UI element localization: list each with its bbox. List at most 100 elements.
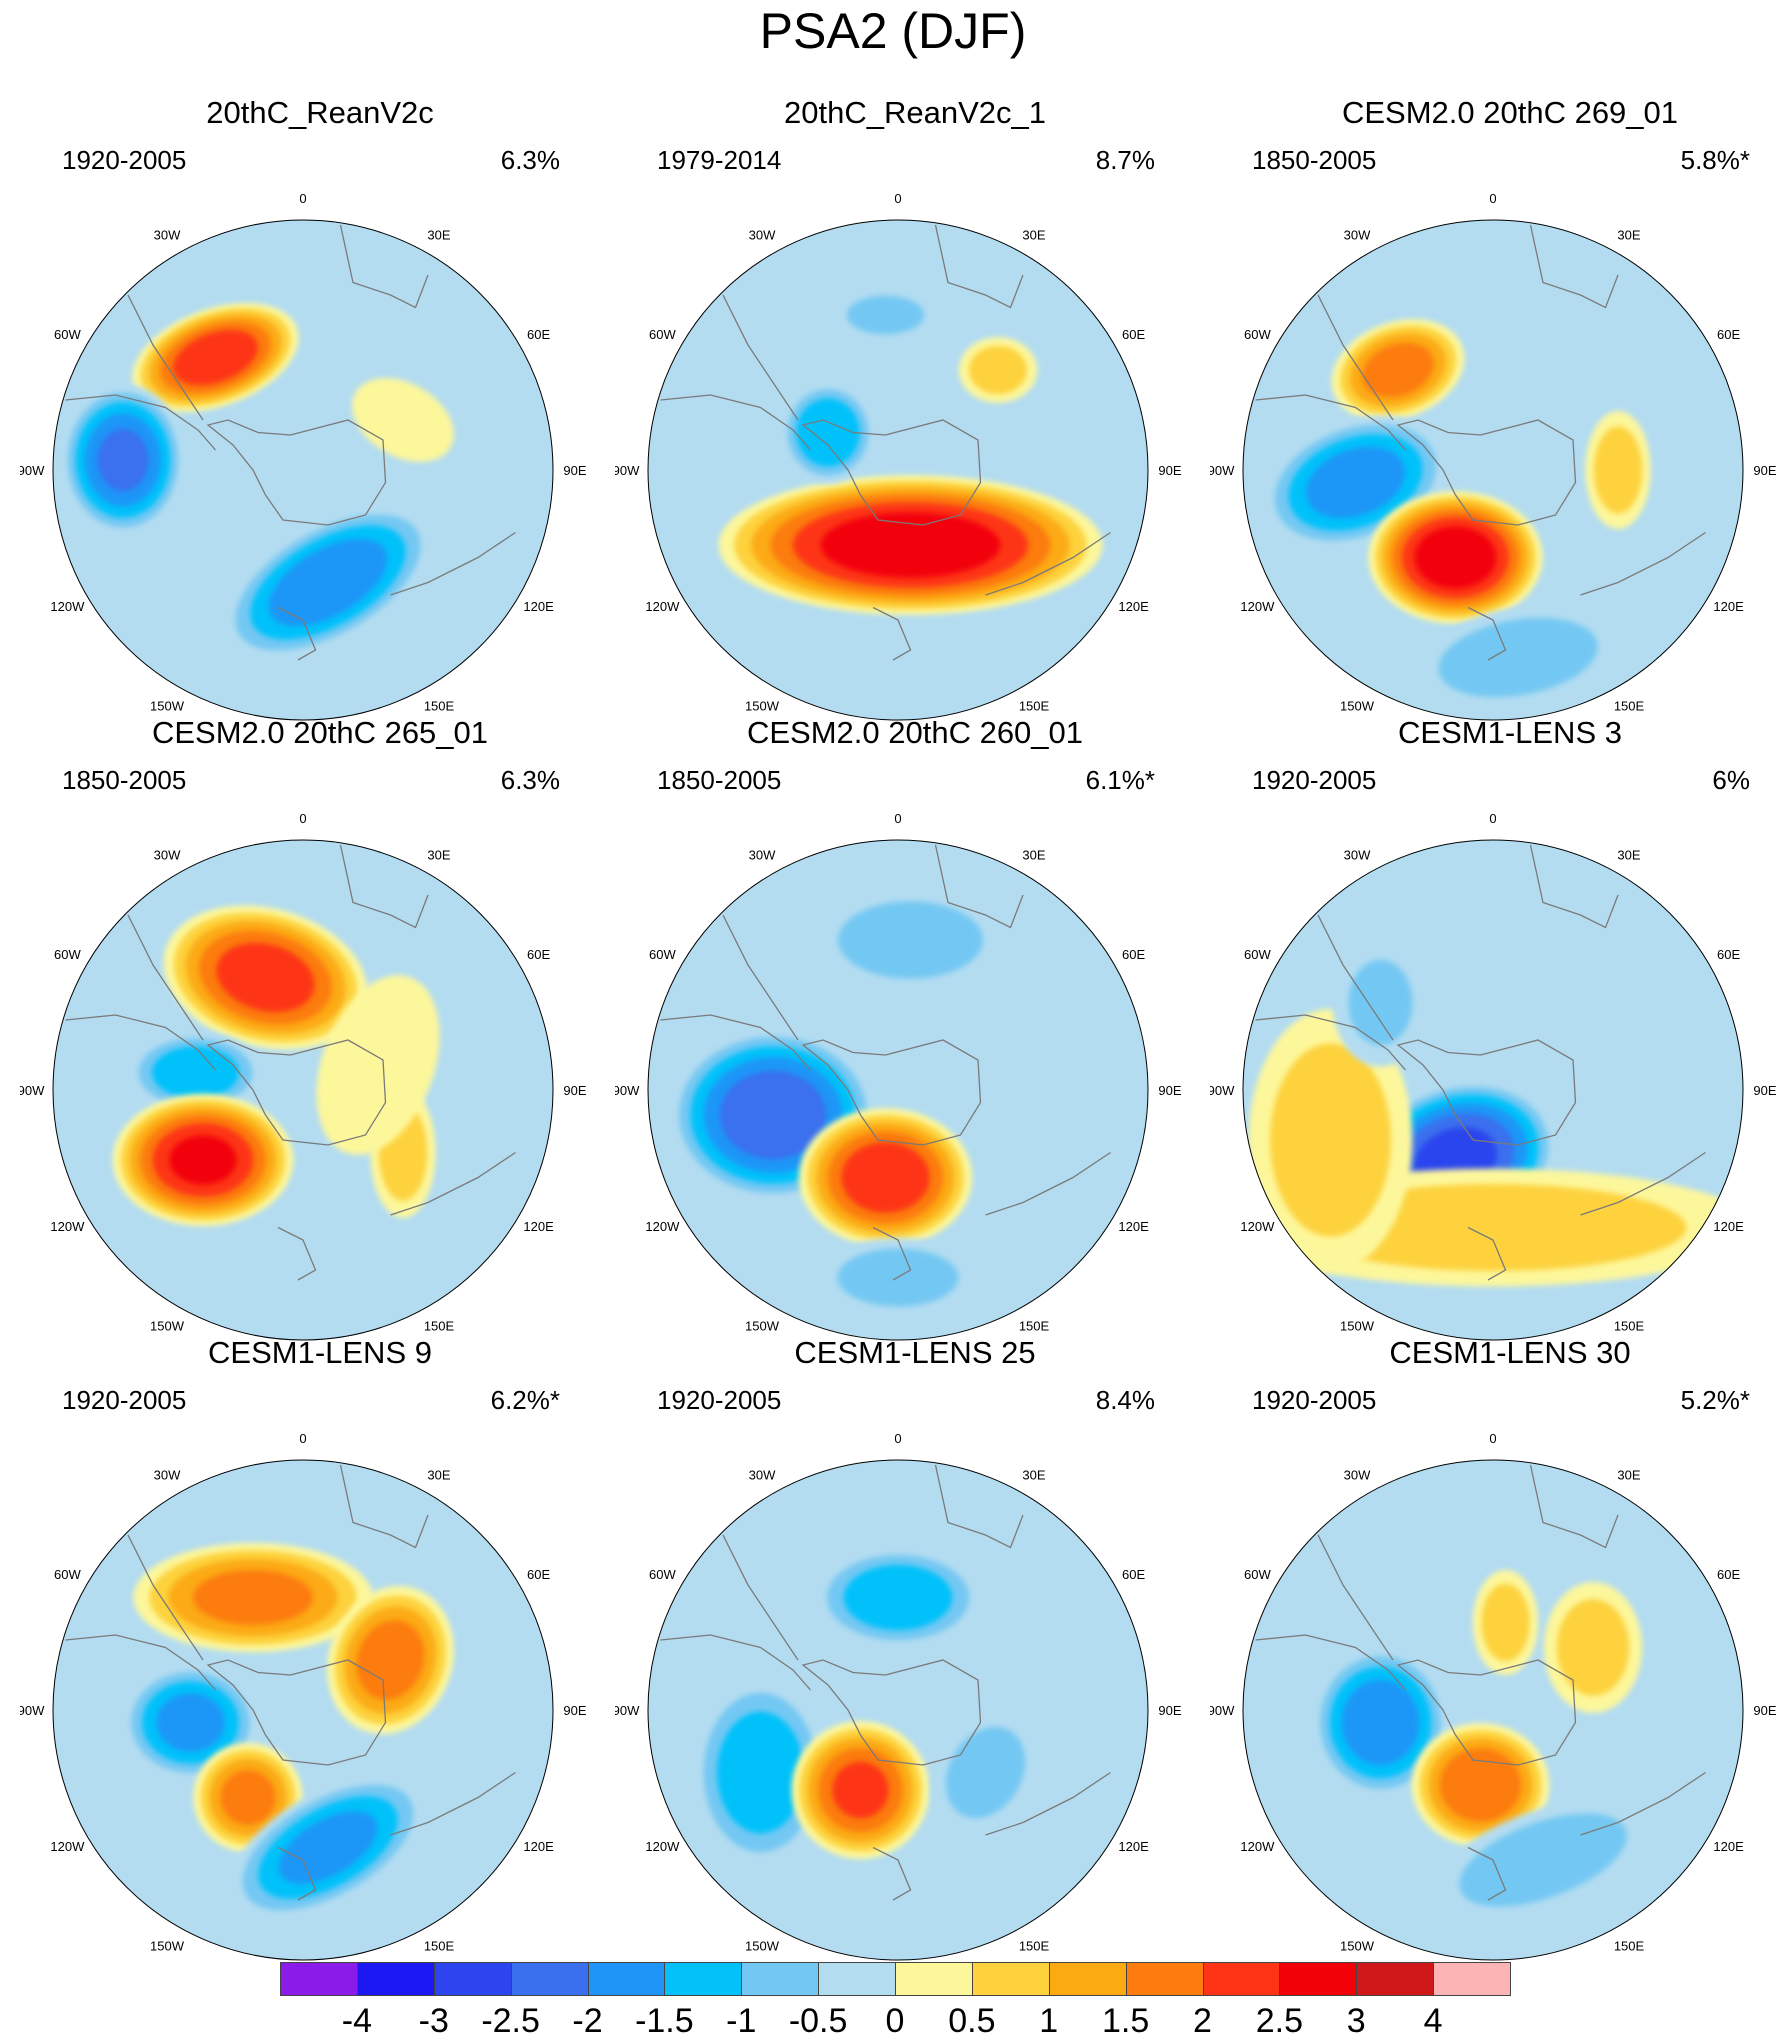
longitude-label: 150W xyxy=(745,1319,780,1334)
coastline xyxy=(206,1039,387,1146)
map-boundary xyxy=(1242,839,1744,1341)
panel-title: 20thC_ReanV2c xyxy=(206,95,434,130)
colorbar-tick-label: -1 xyxy=(726,2002,757,2040)
map-boundary xyxy=(52,1459,554,1961)
longitude-label: 90E xyxy=(1158,1083,1181,1098)
contour-fill xyxy=(152,1046,239,1099)
contour-fill xyxy=(843,1564,953,1631)
coastline xyxy=(1317,914,1394,1041)
colorbar-swatch xyxy=(664,1962,743,1996)
polar-map: 030E60E90E120E150E180150W120W90W60W30W xyxy=(1210,811,1777,1341)
colorbar-swatch xyxy=(1125,1962,1204,1996)
colorbar-swatch xyxy=(587,1962,666,1996)
longitude-label: 150E xyxy=(1019,1939,1050,1954)
longitude-label: 0 xyxy=(894,1431,901,1446)
longitude-label: 90W xyxy=(1210,1083,1235,1098)
colorbar-tick-label: -4 xyxy=(341,2002,372,2040)
longitude-label: 120E xyxy=(523,599,554,614)
coastline xyxy=(339,844,429,929)
longitude-label: 60W xyxy=(1244,327,1271,342)
colorbar-tick-label: 2 xyxy=(1193,2002,1212,2040)
longitude-label: 60E xyxy=(1122,327,1145,342)
longitude-label: 120W xyxy=(1240,1839,1275,1854)
coastline xyxy=(127,1534,204,1661)
panel-period: 1920-2005 xyxy=(62,1385,187,1415)
longitude-label: 150W xyxy=(150,699,185,714)
longitude-label: 60E xyxy=(527,1567,550,1582)
map-panel: CESM2.0 20thC 260_01 1850-2005 6.1%* 0 30E 60… xyxy=(615,715,1215,1355)
panel-period: 1850-2005 xyxy=(657,765,782,795)
colorbar-tick-label: -2 xyxy=(572,2002,603,2040)
longitude-label: 150E xyxy=(424,1319,455,1334)
longitude-label: 90E xyxy=(1753,1083,1776,1098)
coastline xyxy=(277,1846,317,1901)
map-panel: CESM1-LENS 9 1920-2005 6.2%* 0 30E 60E 90E 120E… xyxy=(20,1335,620,1975)
field-background xyxy=(648,840,1148,1340)
longitude-label: 120E xyxy=(1118,599,1149,614)
contour-fill xyxy=(1306,446,1405,519)
contour-fill xyxy=(278,1811,378,1884)
longitude-label: 60W xyxy=(649,947,676,962)
contour-fill xyxy=(1439,1748,1522,1822)
longitude-label: 150W xyxy=(745,699,780,714)
coastline xyxy=(722,914,799,1041)
coastline xyxy=(1580,1151,1706,1216)
longitude-label: 0 xyxy=(1489,191,1496,206)
contour-fill xyxy=(352,378,454,462)
contour-fill xyxy=(1341,1679,1420,1766)
contour-fill xyxy=(1348,959,1413,1046)
longitude-label: 60E xyxy=(1122,1567,1145,1582)
longitude-label: 90W xyxy=(20,1083,45,1098)
longitude-label: 60W xyxy=(54,1567,81,1582)
longitude-label: 90W xyxy=(20,1703,45,1718)
panel-title: CESM1-LENS 9 xyxy=(208,1335,432,1370)
contour-fill xyxy=(193,1570,313,1625)
contour-fill xyxy=(268,538,388,627)
coastline xyxy=(1467,1226,1507,1281)
colorbar-tick-label: -2.5 xyxy=(481,2002,540,2040)
longitude-label: 120W xyxy=(645,1839,680,1854)
colorbar-tick-label: -0.5 xyxy=(788,2002,848,2040)
longitude-label: 60E xyxy=(527,947,550,962)
map-panel: CESM2.0 20thC 269_01 1850-2005 5.8%* 0 30E 60… xyxy=(1210,95,1786,735)
coastline xyxy=(390,1151,516,1216)
longitude-label: 90W xyxy=(20,463,45,478)
longitude-label: 90W xyxy=(1210,463,1235,478)
longitude-label: 60W xyxy=(649,1567,676,1582)
longitude-label: 120W xyxy=(645,1219,680,1234)
longitude-label: 150W xyxy=(1340,699,1375,714)
longitude-label: 120E xyxy=(523,1839,554,1854)
contour-fill xyxy=(1481,1583,1530,1662)
coastline xyxy=(934,1464,1024,1549)
figure-title: PSA2 (DJF) xyxy=(759,3,1027,59)
coastline xyxy=(872,1226,912,1281)
panel-period: 1979-2014 xyxy=(657,145,782,175)
map-panel: CESM1-LENS 25 1920-2005 8.4% 0 30E 60E 90E 120E… xyxy=(615,1335,1215,1975)
contour-fill xyxy=(945,1726,1026,1819)
panel-variance-percent: 6.2%* xyxy=(490,1385,560,1415)
coastline xyxy=(65,1634,216,1691)
longitude-label: 90W xyxy=(615,1703,640,1718)
contour-fill xyxy=(969,345,1027,395)
polar-map: 030E60E90E120E150E180150W120W90W60W30W xyxy=(615,811,1182,1341)
map-boundary xyxy=(647,839,1149,1341)
contour-fill xyxy=(1270,1043,1391,1237)
colorbar-tick-label: 0 xyxy=(885,2002,905,2040)
coastline xyxy=(872,1846,912,1901)
longitude-label: 0 xyxy=(299,191,306,206)
longitude-label: 150E xyxy=(1614,1319,1645,1334)
contour-fill xyxy=(832,1761,889,1819)
colorbar-tick-label: -3 xyxy=(418,2002,449,2040)
longitude-label: 120E xyxy=(1118,1839,1149,1854)
coastline xyxy=(934,224,1024,309)
panel-variance-percent: 6.1%* xyxy=(1085,765,1155,795)
panel-variance-percent: 6% xyxy=(1712,765,1750,795)
coastline xyxy=(801,419,982,526)
longitude-label: 30E xyxy=(1022,227,1045,242)
coastline xyxy=(1580,1771,1706,1836)
coastline xyxy=(390,531,516,596)
contour-fill xyxy=(316,975,440,1155)
longitude-label: 150E xyxy=(1019,1319,1050,1334)
longitude-label: 30W xyxy=(154,1467,181,1482)
panel-period: 1920-2005 xyxy=(1252,765,1377,795)
